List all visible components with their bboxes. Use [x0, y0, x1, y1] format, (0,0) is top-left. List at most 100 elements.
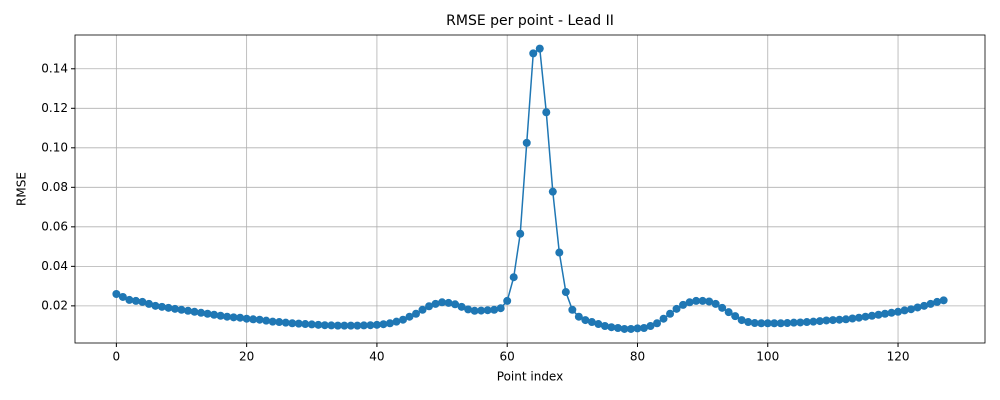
x-tick-label: 120: [887, 350, 910, 364]
data-point: [848, 314, 857, 323]
y-tick-label: 0.02: [41, 298, 68, 312]
data-point: [366, 321, 375, 330]
data-point: [659, 314, 668, 323]
chart-title: RMSE per point - Lead II: [446, 13, 614, 29]
data-point: [451, 300, 460, 309]
data-point: [744, 318, 753, 327]
data-point: [210, 310, 219, 319]
data-point: [672, 304, 681, 313]
data-point: [444, 298, 453, 307]
data-point: [679, 300, 688, 309]
data-point: [841, 315, 850, 324]
data-point: [789, 318, 798, 327]
data-point: [815, 317, 824, 326]
data-point: [796, 318, 805, 327]
data-point: [692, 296, 701, 305]
data-point: [920, 301, 929, 310]
data-point: [197, 308, 206, 317]
data-point: [581, 316, 590, 325]
data-point: [151, 301, 160, 310]
data-point: [913, 303, 922, 312]
data-point: [600, 322, 609, 331]
data-point: [301, 320, 310, 329]
data-point: [822, 316, 831, 325]
data-point: [294, 319, 303, 328]
data-point: [555, 248, 564, 257]
data-point: [203, 309, 212, 318]
data-point: [490, 305, 499, 314]
data-point: [522, 138, 531, 147]
data-point: [170, 304, 179, 313]
data-point: [223, 312, 232, 321]
data-point: [607, 323, 616, 332]
data-point: [698, 296, 707, 305]
x-tick-label: 100: [756, 350, 779, 364]
data-point: [529, 49, 538, 58]
data-point: [568, 305, 577, 314]
data-point: [737, 316, 746, 325]
data-point: [939, 296, 948, 305]
data-point: [359, 321, 368, 330]
data-point: [653, 319, 662, 328]
data-point: [431, 299, 440, 308]
x-tick-label: 40: [369, 350, 384, 364]
data-point: [327, 321, 336, 330]
data-point: [346, 321, 355, 330]
data-point: [229, 313, 238, 322]
data-point: [574, 312, 583, 321]
data-point: [255, 315, 264, 324]
data-point: [887, 308, 896, 317]
data-line: [116, 47, 944, 330]
data-point: [275, 318, 284, 327]
y-tick-label: 0.14: [41, 61, 68, 75]
data-point: [249, 315, 258, 324]
data-point: [548, 187, 557, 196]
data-point: [131, 296, 140, 305]
y-tick-label: 0.12: [41, 101, 68, 115]
data-point: [639, 323, 648, 332]
data-point: [118, 292, 127, 301]
data-point: [281, 318, 290, 327]
data-point: [705, 297, 714, 306]
data-point: [633, 324, 642, 333]
data-point: [626, 324, 635, 333]
data-point: [418, 305, 427, 314]
y-tick-label: 0.10: [41, 140, 68, 154]
data-point: [685, 298, 694, 307]
data-point: [802, 318, 811, 327]
data-point: [933, 297, 942, 306]
data-point: [731, 312, 740, 321]
x-tick-label: 0: [113, 350, 121, 364]
data-point: [867, 311, 876, 320]
data-point: [535, 44, 544, 53]
data-point: [190, 307, 199, 316]
y-tick-label: 0.04: [41, 259, 68, 273]
data-point: [776, 319, 785, 328]
data-point: [496, 304, 505, 313]
data-point: [144, 299, 153, 308]
data-point: [177, 305, 186, 314]
data-point: [138, 297, 147, 306]
data-point: [503, 296, 512, 305]
data-point: [353, 321, 362, 330]
data-point: [542, 108, 551, 117]
data-point: [112, 290, 121, 299]
data-point: [900, 306, 909, 315]
data-point: [894, 307, 903, 316]
data-point: [861, 312, 870, 321]
data-point: [242, 314, 251, 323]
data-point: [333, 321, 342, 330]
data-point: [464, 305, 473, 314]
x-axis-label: Point index: [497, 370, 563, 384]
data-point: [398, 315, 407, 324]
x-tick-label: 20: [239, 350, 254, 364]
data-point: [587, 318, 596, 327]
data-point: [372, 320, 381, 329]
data-point: [470, 306, 479, 315]
data-point: [184, 306, 193, 315]
data-point: [881, 309, 890, 318]
data-point: [613, 323, 622, 332]
data-point: [718, 303, 727, 312]
data-point: [620, 324, 629, 333]
